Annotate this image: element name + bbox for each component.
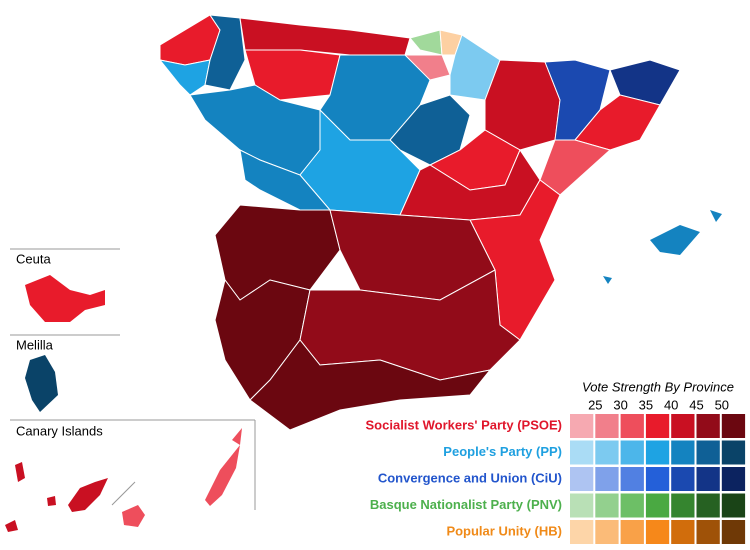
legend-swatch <box>696 440 720 465</box>
province <box>539 139 612 196</box>
legend-swatch <box>671 520 695 544</box>
legend-swatch <box>620 493 644 518</box>
legend-swatch <box>645 440 670 465</box>
island <box>15 462 25 482</box>
province <box>409 29 443 56</box>
legend-tick: 35 <box>639 397 653 412</box>
balearic <box>603 276 612 284</box>
legend-swatch <box>570 493 594 518</box>
balearic <box>710 210 722 222</box>
party-label: Popular Unity (HB) <box>446 523 562 538</box>
legend-swatch <box>620 440 644 465</box>
party-label: Basque Nationalist Party (PNV) <box>370 497 562 512</box>
inset-label: Melilla <box>16 337 54 352</box>
province <box>609 59 681 106</box>
island <box>68 478 108 512</box>
inset-label: Canary Islands <box>16 423 103 438</box>
legend-swatch <box>595 414 619 438</box>
legend-swatch <box>696 493 720 518</box>
legend-swatch <box>570 414 594 438</box>
legend-swatch <box>671 414 695 438</box>
frame <box>111 481 136 506</box>
legend-tick: 30 <box>613 397 627 412</box>
legend-swatch <box>671 467 695 491</box>
legend: 25 30 35 40 45 50 Socialist Workers' Party (PS… <box>366 397 746 544</box>
island <box>5 520 18 532</box>
legend-tick: 50 <box>715 397 729 412</box>
legend-swatch <box>721 493 746 518</box>
legend-swatch <box>595 440 619 465</box>
legend-swatch <box>570 467 594 491</box>
legend-swatch <box>570 440 594 465</box>
ceuta <box>25 275 105 322</box>
spain-map <box>158 14 722 431</box>
province <box>249 339 492 431</box>
province <box>239 17 411 56</box>
legend-swatch <box>645 414 670 438</box>
legend-swatch <box>595 467 619 491</box>
party-label: People's Party (PP) <box>443 444 562 459</box>
legend-swatch <box>721 414 746 438</box>
legend-swatch <box>721 467 746 491</box>
legend-swatch <box>671 493 695 518</box>
legend-swatch <box>671 440 695 465</box>
legend-swatch <box>595 520 619 544</box>
legend-tick: 25 <box>588 397 602 412</box>
legend-swatch <box>645 520 670 544</box>
island <box>122 505 145 527</box>
province <box>158 59 211 96</box>
melilla <box>25 355 58 412</box>
island <box>205 445 240 506</box>
inset-frames <box>10 248 256 510</box>
legend-swatch <box>595 493 619 518</box>
party-label: Convergence and Union (CiU) <box>378 470 562 485</box>
legend-swatch <box>570 520 594 544</box>
legend-swatch <box>620 520 644 544</box>
legend-swatch <box>696 414 720 438</box>
legend-swatch <box>645 467 670 491</box>
legend-swatch <box>620 467 644 491</box>
balearic <box>650 225 700 255</box>
legend-swatch <box>620 414 644 438</box>
legend-swatch <box>645 493 670 518</box>
legend-swatch <box>721 520 746 544</box>
legend-tick: 45 <box>689 397 703 412</box>
legend-swatch <box>696 520 720 544</box>
island <box>47 496 56 506</box>
legend-swatch <box>696 467 720 491</box>
inset-label: Ceuta <box>16 251 51 266</box>
island <box>232 428 242 445</box>
legend-swatch <box>721 440 746 465</box>
legend-tick: 40 <box>664 397 678 412</box>
canary-islands <box>5 428 242 532</box>
party-label: Socialist Workers' Party (PSOE) <box>366 417 562 432</box>
legend-title: Vote Strength By Province <box>582 379 734 394</box>
